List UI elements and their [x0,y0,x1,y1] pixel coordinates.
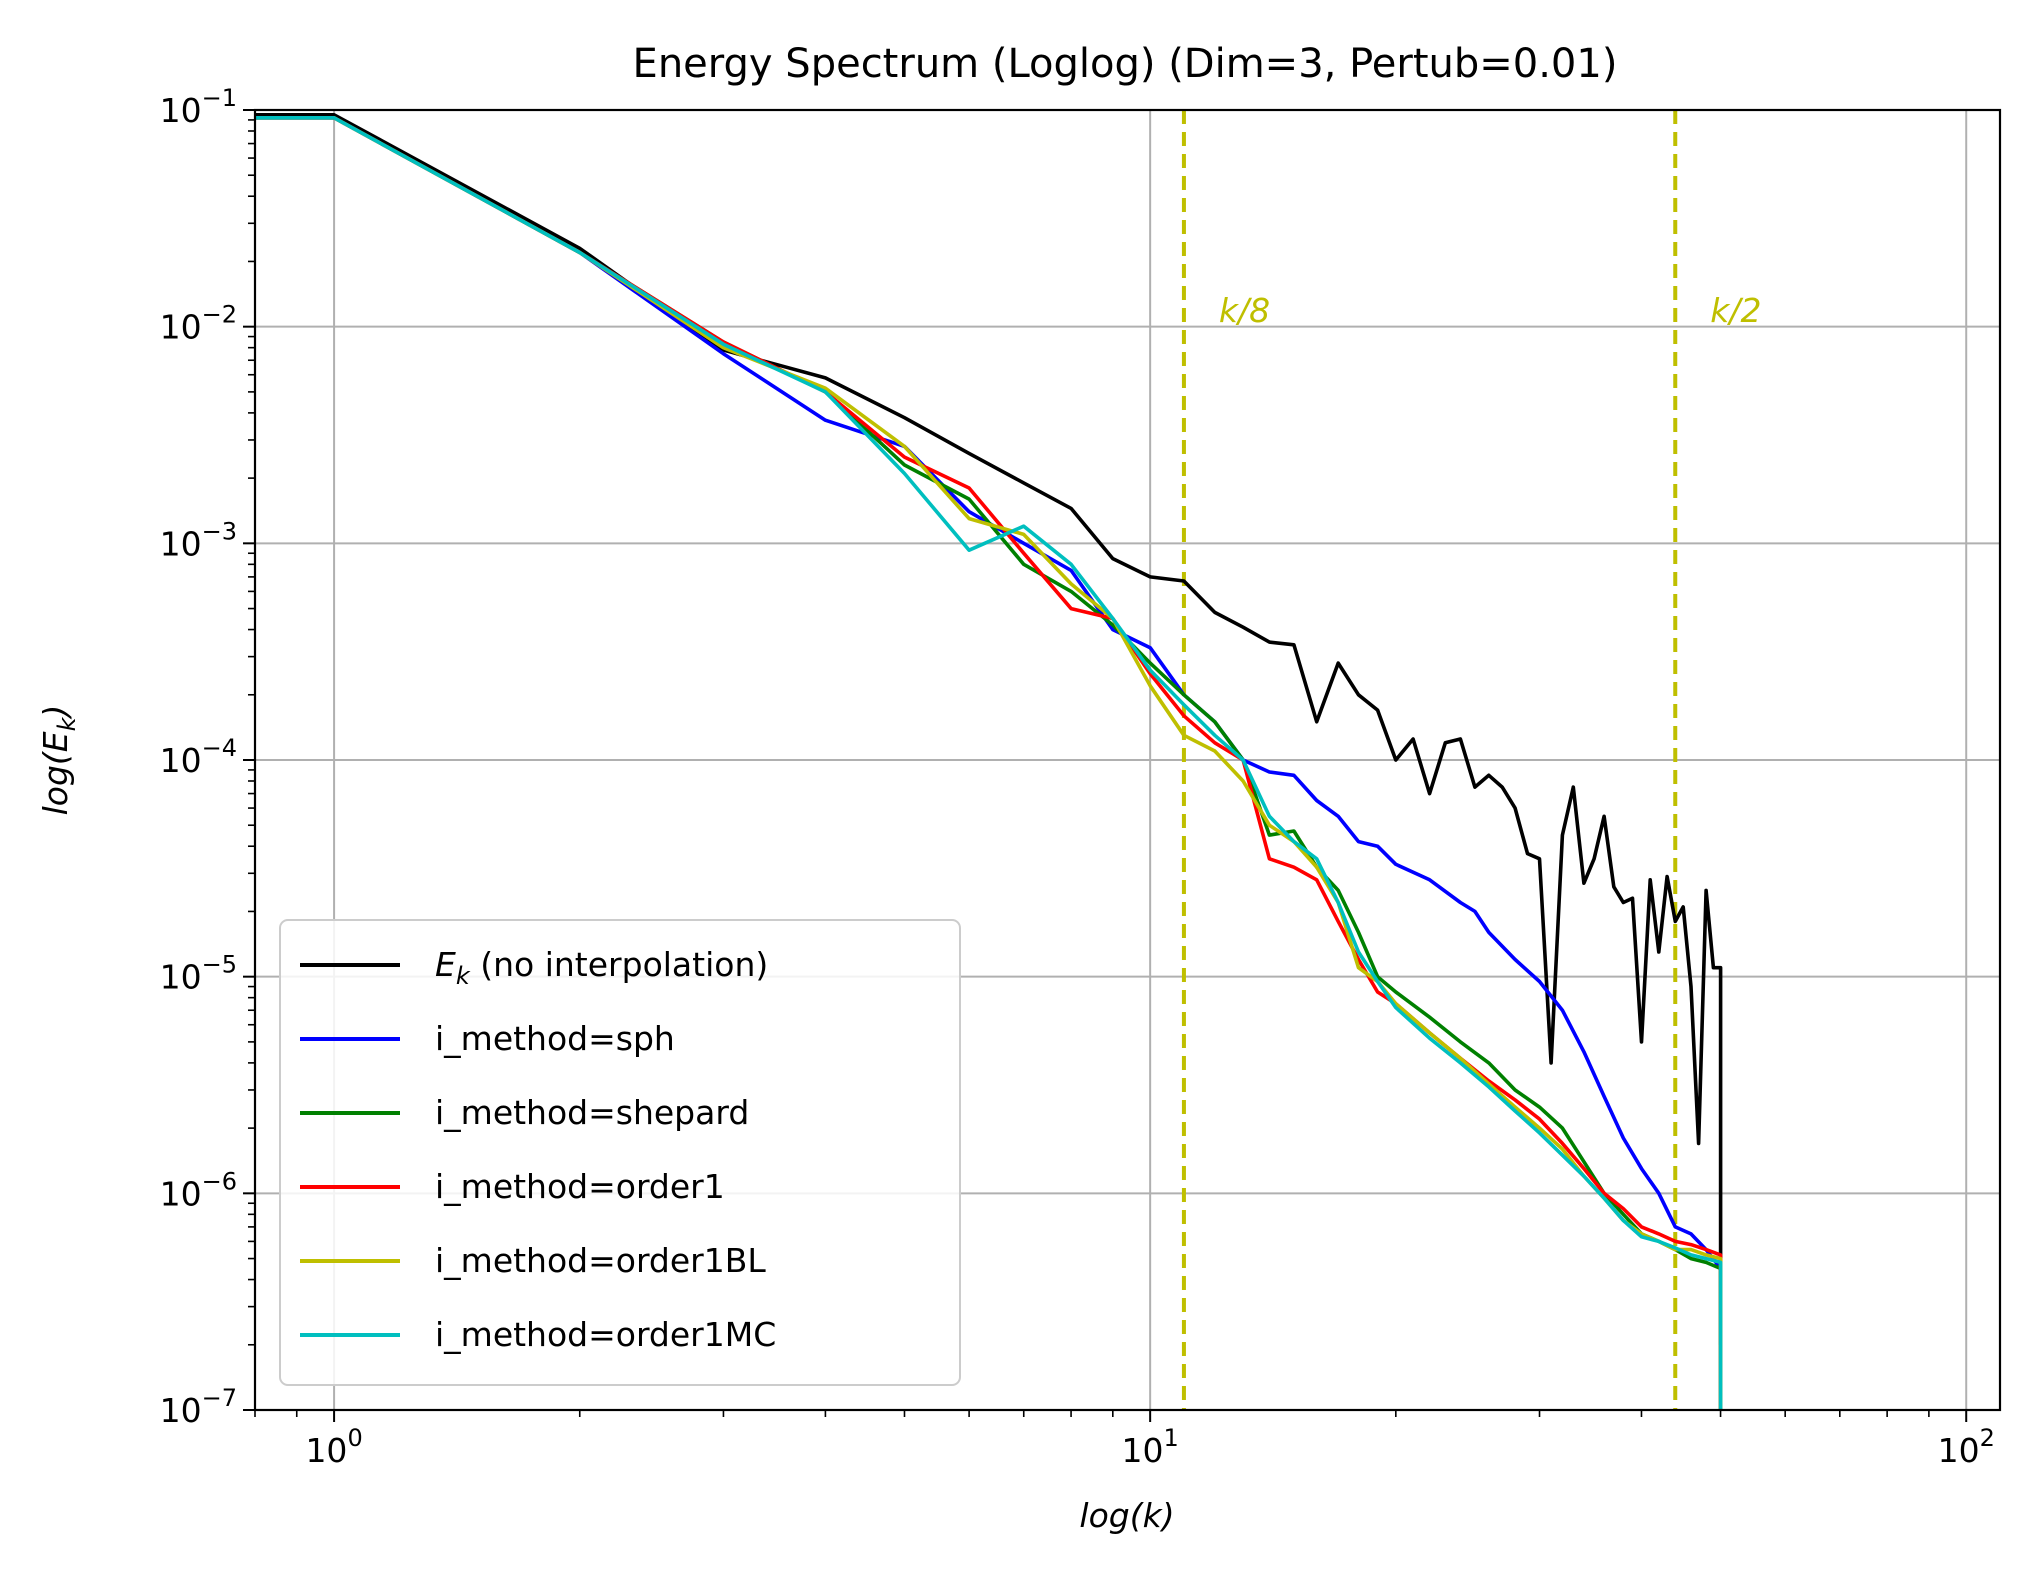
series-line [255,116,1723,1410]
reference-vline-label: k/8 [1219,291,1270,330]
y-tick-label: 10−4 [160,734,237,780]
x-tick-label: 100 [305,1424,362,1470]
y-tick-label: 10−3 [160,517,237,563]
reference-vline-label: k/2 [1710,291,1761,330]
legend-label: i_method=order1BL [435,1241,766,1280]
y-tick-label: 10−5 [160,951,237,997]
legend-label: i_method=shepard [435,1093,749,1132]
legend-label: i_method=order1 [435,1167,725,1206]
series-line [255,116,1723,1410]
x-axis-label: log(k) [1079,1496,1174,1535]
series-line [255,116,1723,1410]
x-tick-label: 102 [1938,1424,1995,1470]
series-line [255,116,1723,1410]
x-tick-label: 101 [1122,1424,1179,1470]
y-tick-label: 10−2 [160,301,237,347]
x-axis-ticks: 100 101 102 [254,1410,1995,1470]
chart-title: Energy Spectrum (Loglog) (Dim=3, Pertub=… [633,41,1618,87]
y-axis-ticks: 10−1 10−2 10−3 10−4 10−5 10−6 10−7 [160,84,255,1430]
legend-label: i_method=sph [435,1019,675,1058]
y-tick-label: 10−7 [160,1384,237,1430]
legend: Ek (no interpolation) i_method=sph i_metho… [279,919,961,1386]
legend-box [279,919,961,1386]
series-line [255,113,1723,1345]
legend-label: i_method=order1MC [435,1315,776,1354]
reference-lines: k/8 k/2 [1181,110,1761,1410]
y-tick-label: 10−1 [160,84,237,130]
series-lines [255,113,1723,1410]
y-tick-label: 10−6 [160,1167,237,1213]
legend-label: Ek (no interpolation) [435,945,768,990]
